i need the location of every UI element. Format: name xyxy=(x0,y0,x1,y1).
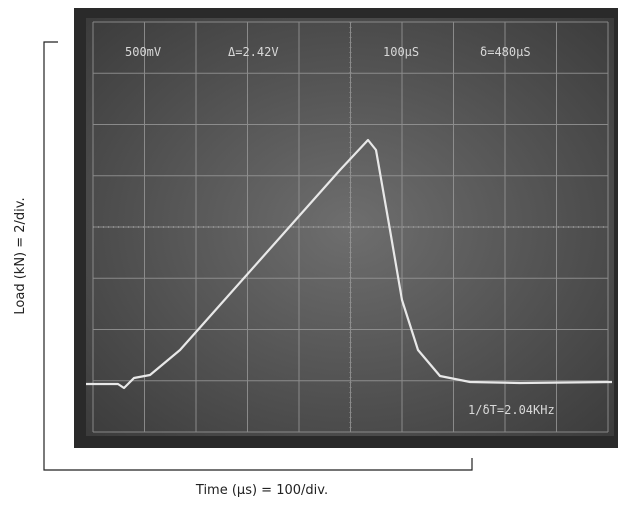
axis-bracket xyxy=(43,41,473,471)
frequency-readout: 1/δT=2.04KHz xyxy=(468,403,555,417)
x-axis-label: Time (µs) = 100/div. xyxy=(195,483,328,498)
graticule xyxy=(92,21,609,433)
delta-v-readout: Δ=2.42V xyxy=(228,45,279,59)
delta-t-readout: δ=480µS xyxy=(480,45,531,59)
load-trace xyxy=(86,138,613,390)
time-readout: 100µS xyxy=(383,45,419,59)
volts-readout: 500mV xyxy=(125,45,161,59)
y-axis-label: Load (kN) = 2/div. xyxy=(13,197,28,314)
